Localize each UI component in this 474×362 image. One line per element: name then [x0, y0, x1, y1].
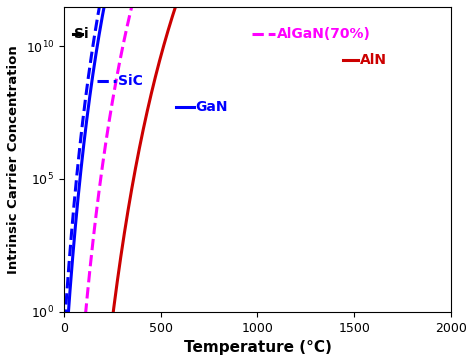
X-axis label: Temperature (°C): Temperature (°C) [183, 340, 331, 355]
Y-axis label: Intrinsic Carrier Concentration: Intrinsic Carrier Concentration [7, 45, 20, 274]
Text: AlN: AlN [360, 53, 387, 67]
Text: SiC: SiC [118, 74, 143, 88]
Text: Si: Si [74, 26, 89, 41]
Text: GaN: GaN [195, 100, 228, 114]
Text: AlGaN(70%): AlGaN(70%) [277, 26, 371, 41]
